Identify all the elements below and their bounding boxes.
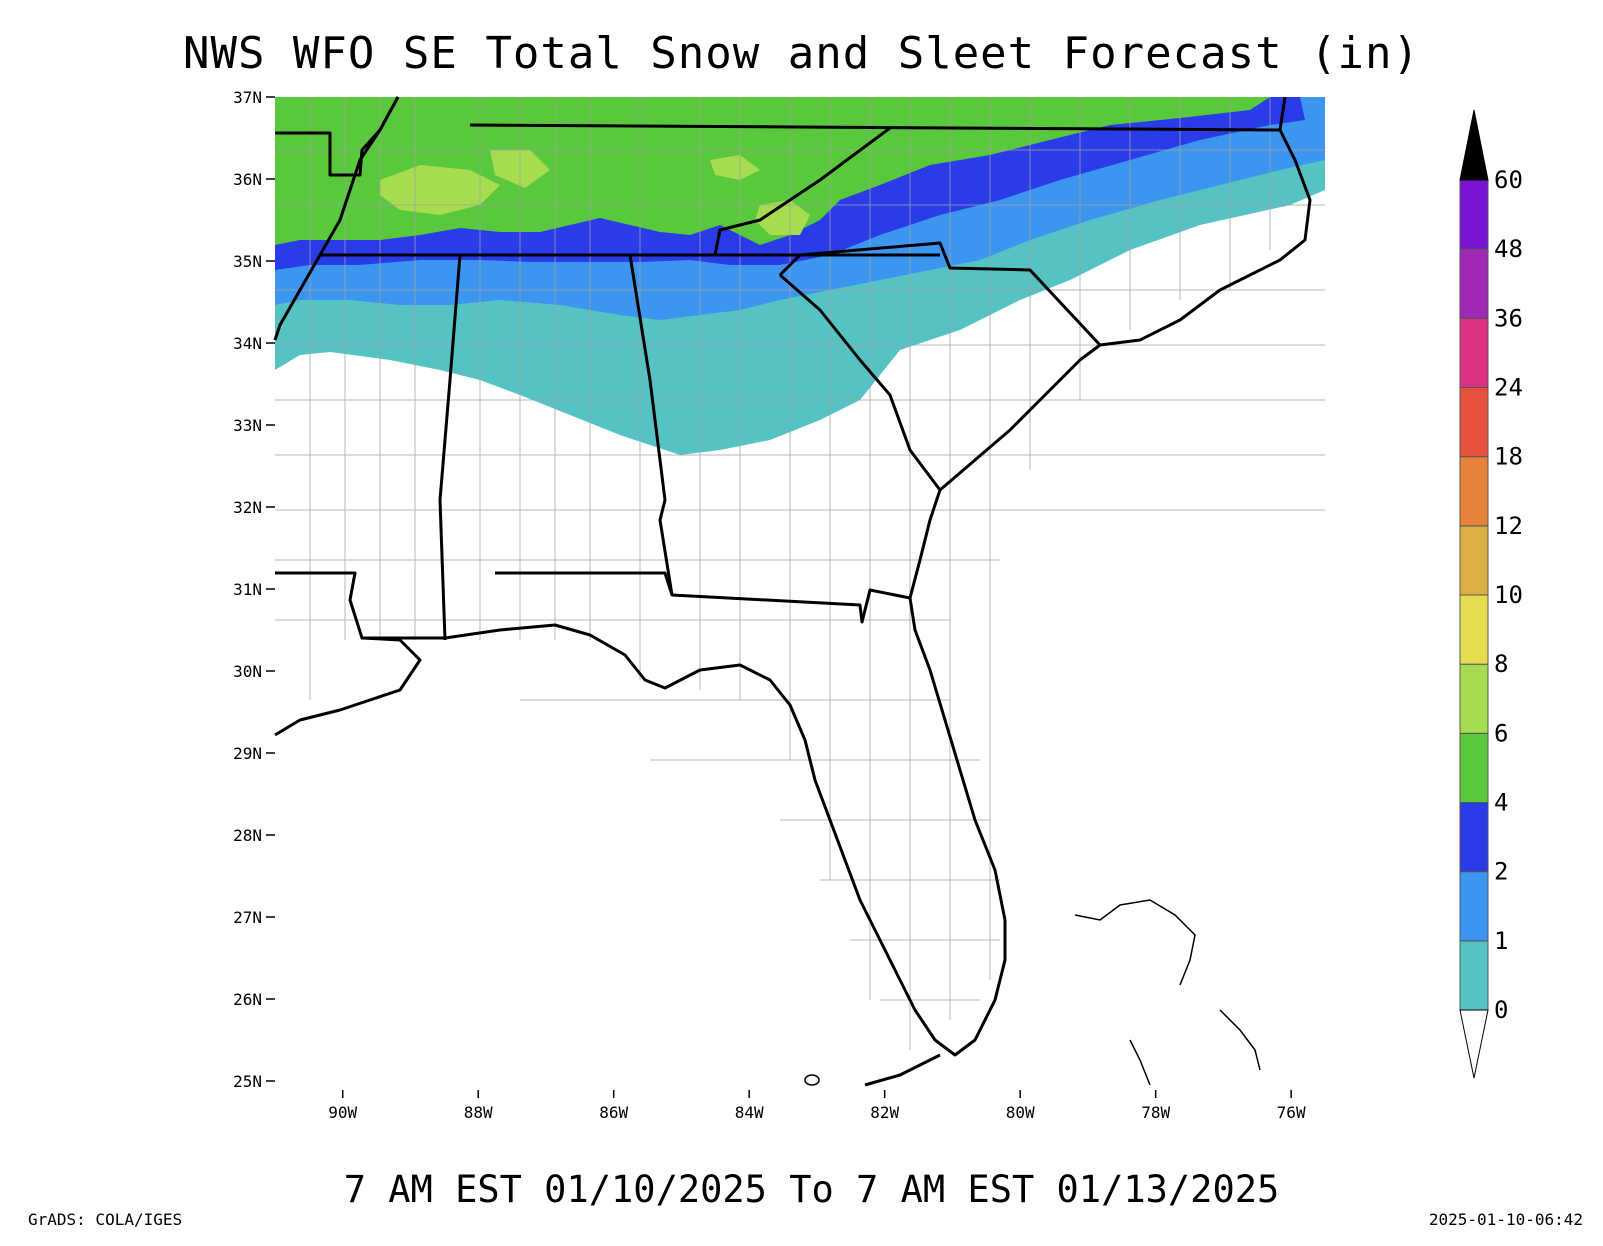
lat-tick-label: 32N [233, 498, 262, 517]
snow-band-6-8 [710, 155, 760, 180]
lat-tick-label: 37N [233, 88, 262, 107]
lat-tick-label: 34N [233, 334, 262, 353]
colorbar-swatch [1459, 525, 1489, 596]
state-boundaries [273, 96, 1312, 1087]
colorbar-label: 60 [1494, 166, 1523, 194]
latitude-axis: 37N 36N 35N 34N 33N 32N 31N 30N 29N 28N 27N 26N 25N [233, 88, 275, 1091]
colorbar-label: 18 [1494, 443, 1523, 471]
lat-tick-label: 35N [233, 252, 262, 271]
colorbar-label: 48 [1494, 235, 1523, 263]
lat-tick-label: 36N [233, 170, 262, 189]
colorbar-swatch [1459, 317, 1489, 389]
grads-credit: GrADS: COLA/IGES [28, 1210, 183, 1229]
colorbar-swatch [1459, 248, 1489, 319]
colorbar-swatch [1459, 387, 1489, 458]
colorbar-bottom-arrow [1459, 1009, 1489, 1079]
lon-tick-label: 76W [1277, 1103, 1306, 1122]
colorbar-label: 12 [1494, 512, 1523, 540]
lon-tick-label: 78W [1141, 1103, 1170, 1122]
colorbar-label: 10 [1494, 581, 1523, 609]
lat-tick-label: 31N [233, 580, 262, 599]
colorbar-label: 1 [1494, 927, 1508, 955]
snow-band-6-8 [380, 165, 500, 215]
colorbar-label: 24 [1494, 374, 1523, 402]
colorbar-swatch [1459, 940, 1489, 1011]
colorbar-top-arrow [1459, 109, 1489, 181]
lon-tick-label: 86W [599, 1103, 628, 1122]
islands [804, 899, 1261, 1086]
county-boundaries [275, 97, 1325, 1050]
colorbar-swatch [1459, 594, 1489, 665]
colorbar-swatch [1459, 179, 1489, 250]
colorbar-label: 6 [1494, 719, 1508, 747]
lon-tick-label: 82W [870, 1103, 899, 1122]
colorbar-swatch [1459, 871, 1489, 942]
lat-tick-label: 27N [233, 908, 262, 927]
run-timestamp: 2025-01-10-06:42 [1428, 1210, 1583, 1229]
lat-tick-label: 29N [233, 744, 262, 763]
lat-tick-label: 33N [233, 416, 262, 435]
colorbar-swatch [1459, 663, 1489, 734]
lon-tick-label: 90W [328, 1103, 357, 1122]
lat-tick-label: 26N [233, 990, 262, 1009]
lon-tick-label: 84W [735, 1103, 764, 1122]
lat-tick-label: 30N [233, 662, 262, 681]
lat-tick-label: 28N [233, 826, 262, 845]
colorbar-label: 8 [1494, 650, 1508, 678]
colorbar-label: 4 [1494, 789, 1508, 817]
colorbar-swatch [1459, 456, 1489, 527]
map-title: NWS WFO SE Total Snow and Sleet Forecast… [182, 28, 1421, 79]
colorbar-swatch [1459, 732, 1489, 803]
colorbar-label: 0 [1494, 996, 1508, 1024]
lat-tick-label: 25N [233, 1072, 262, 1091]
colorbar-label: 36 [1494, 304, 1523, 332]
longitude-axis: 90W 88W 86W 84W 82W 80W 78W 76W [328, 1090, 1306, 1122]
snow-band-6-8 [755, 200, 810, 235]
lon-tick-label: 88W [464, 1103, 493, 1122]
snow-shading [275, 97, 1325, 455]
snow-band-4-6 [275, 97, 1270, 245]
colorbar-label: 2 [1494, 858, 1508, 886]
colorbar-swatch [1459, 802, 1489, 873]
valid-period: 7 AM EST 01/10/2025 To 7 AM EST 01/13/20… [343, 1168, 1280, 1211]
lon-tick-label: 80W [1006, 1103, 1035, 1122]
